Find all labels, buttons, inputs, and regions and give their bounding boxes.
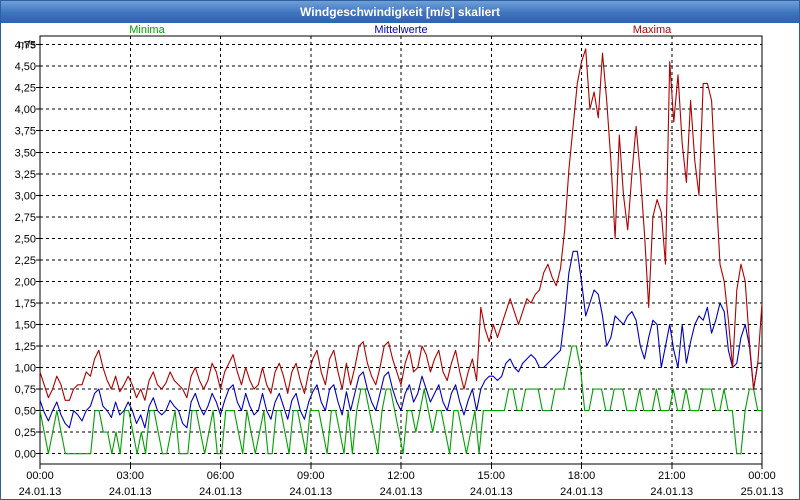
x-tick-time: 00:00 bbox=[26, 470, 54, 482]
legend-maxima: Maxima bbox=[633, 24, 672, 36]
y-tick-label: 2,75 bbox=[15, 212, 36, 224]
x-tick-date: 24.01.13 bbox=[289, 486, 332, 498]
y-tick-label: 2,00 bbox=[15, 276, 36, 288]
y-tick-label: 1,75 bbox=[15, 298, 36, 310]
chart-legend: Minima Mittelwerte Maxima bbox=[129, 24, 672, 36]
y-tick-label: 2,50 bbox=[15, 233, 36, 245]
legend-minima: Minima bbox=[129, 24, 165, 36]
y-tick-label: 0,25 bbox=[15, 427, 36, 439]
y-tick-label: 4,75 bbox=[15, 40, 36, 52]
x-tick-date: 24.01.13 bbox=[380, 486, 423, 498]
x-tick-date: 24.01.13 bbox=[560, 486, 603, 498]
plot-area-border bbox=[39, 35, 763, 465]
window-title: Windgeschwindigkeit [m/s] skaliert bbox=[1, 1, 799, 23]
y-tick-label: 4,50 bbox=[15, 61, 36, 73]
y-tick-label: 0,00 bbox=[15, 449, 36, 461]
x-tick-time: 06:00 bbox=[207, 470, 235, 482]
y-tick-label: 0,50 bbox=[15, 406, 36, 418]
x-tick-date: 24.01.13 bbox=[650, 486, 693, 498]
x-tick-time: 00:00 bbox=[748, 470, 776, 482]
y-tick-label: 2,25 bbox=[15, 255, 36, 267]
x-tick-date: 24.01.13 bbox=[109, 486, 152, 498]
y-tick-label: 4,25 bbox=[15, 83, 36, 95]
y-tick-label: 1,50 bbox=[15, 319, 36, 331]
y-axis-unit: m/s bbox=[18, 39, 36, 51]
y-tick-label: 3,00 bbox=[15, 190, 36, 202]
y-tick-label: 1,00 bbox=[15, 363, 36, 375]
x-tick-date: 25.01.13 bbox=[741, 486, 784, 498]
x-tick-time: 09:00 bbox=[297, 470, 325, 482]
chart-axes bbox=[39, 35, 763, 465]
series-line-minima bbox=[39, 345, 762, 455]
y-tick-label: 0,75 bbox=[15, 384, 36, 396]
x-tick-time: 21:00 bbox=[658, 470, 686, 482]
series-line-maxima bbox=[39, 48, 763, 401]
y-axis-ticks: 0,00 0,25 0,50 0,75 1,00 1,25 1,50 1,75 2,00 2,25… bbox=[15, 39, 40, 461]
y-tick-label: 4,00 bbox=[15, 104, 36, 116]
y-tick-label: 3,25 bbox=[15, 169, 36, 181]
y-tick-label: 1,25 bbox=[15, 341, 36, 353]
x-tick-date: 24.01.13 bbox=[19, 486, 62, 498]
x-tick-date: 24.01.13 bbox=[470, 486, 513, 498]
x-tick-date: 24.01.13 bbox=[199, 486, 242, 498]
series-line-mittelwerte bbox=[39, 250, 762, 429]
chart-series bbox=[39, 48, 763, 455]
x-axis-ticks: 00:00 24.01.13 03:00 24.01.13 06:00 24.01.13 0… bbox=[19, 464, 784, 498]
y-tick-label: 3,50 bbox=[15, 147, 36, 159]
x-tick-time: 18:00 bbox=[568, 470, 596, 482]
x-tick-time: 03:00 bbox=[116, 470, 144, 482]
x-tick-time: 15:00 bbox=[477, 470, 505, 482]
chart-grid bbox=[40, 36, 762, 464]
legend-mittelwerte: Mittelwerte bbox=[374, 24, 427, 36]
x-tick-time: 12:00 bbox=[387, 470, 415, 482]
y-tick-label: 3,75 bbox=[15, 126, 36, 138]
